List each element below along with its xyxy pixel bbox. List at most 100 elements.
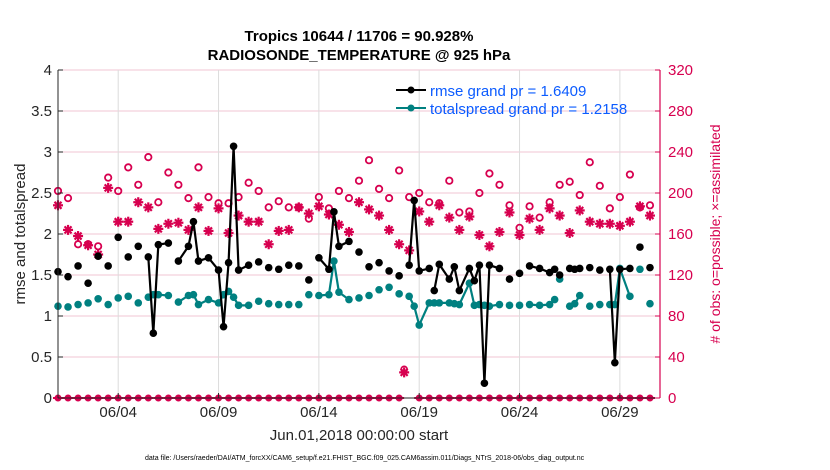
obs-assimilated-point xyxy=(514,230,525,241)
y-tick-label-left: 0 xyxy=(44,390,52,407)
rmse-point xyxy=(134,242,143,251)
obs-possible-point xyxy=(184,194,193,203)
totalspread-point xyxy=(295,300,303,309)
totalspread-point xyxy=(234,301,243,310)
rmse-point xyxy=(606,265,614,274)
obs-possible-point xyxy=(174,180,183,189)
obs-possible-point xyxy=(194,163,203,172)
x-tick-label: 06/29 xyxy=(601,404,639,421)
x-tick-label: 06/19 xyxy=(400,404,438,421)
obs-possible-point xyxy=(535,213,544,222)
totalspread-point xyxy=(264,299,273,308)
y-tick-label-right: 160 xyxy=(668,226,693,243)
rmse-point xyxy=(515,269,524,278)
rmse-point xyxy=(470,276,479,285)
obs-assimilated-point xyxy=(394,239,405,250)
legend-label-rmse: rmse grand pr = 1.6409 xyxy=(430,83,586,100)
rmse-point xyxy=(224,258,233,267)
rmse-point xyxy=(636,243,644,251)
obs-possible-point xyxy=(445,176,454,185)
obs-assimilated-point xyxy=(474,230,485,241)
obs-assimilated-point xyxy=(614,220,625,231)
y-tick-label-right: 40 xyxy=(668,349,685,366)
rmse-point xyxy=(415,267,424,275)
rmse-point xyxy=(616,265,624,274)
y-tick-label-right: 280 xyxy=(668,103,693,120)
totalspread-point xyxy=(229,293,238,301)
x-tick-label: 06/24 xyxy=(501,404,539,421)
y-tick-label-left: 1.5 xyxy=(31,267,52,284)
rmse-point xyxy=(495,264,504,273)
obs-assimilated-point xyxy=(263,239,274,250)
obs-possible-point xyxy=(104,173,113,182)
totalspread-point xyxy=(596,300,604,309)
totalspread-point xyxy=(415,321,424,329)
obs-possible-point xyxy=(605,204,614,213)
totalspread-point xyxy=(204,295,213,304)
totalspread-point xyxy=(335,288,343,297)
obs-possible-point xyxy=(274,197,283,206)
totalspread-point xyxy=(330,257,338,265)
rmse-point xyxy=(315,253,323,262)
y-tick-label-left: 1 xyxy=(44,308,52,325)
obs-assimilated-point xyxy=(584,216,595,227)
obs-assimilated-point xyxy=(374,210,385,221)
totalspread-point xyxy=(305,290,313,299)
y-tick-label-left: 0.5 xyxy=(31,349,52,366)
obs-assimilated-point xyxy=(273,225,284,236)
rmse-point xyxy=(114,233,122,242)
rmse-point xyxy=(219,322,228,331)
y-tick-label-left: 3.5 xyxy=(31,103,52,120)
rmse-line-segment xyxy=(147,241,169,334)
totalspread-point xyxy=(134,299,143,307)
rmse-line-segment xyxy=(408,200,430,273)
rmse-point xyxy=(445,275,454,283)
totalspread-point xyxy=(515,301,524,310)
obs-assimilated-point xyxy=(564,227,575,238)
obs-possible-point xyxy=(525,202,534,211)
obs-assimilated-point xyxy=(624,216,635,227)
obs-assimilated-point xyxy=(464,211,475,222)
rmse-point xyxy=(435,260,444,269)
rmse-point xyxy=(84,279,92,288)
y-tick-label-right: 320 xyxy=(668,62,693,79)
rmse-point xyxy=(254,258,263,266)
legend-label-totalspread: totalspread grand pr = 1.2158 xyxy=(430,101,627,118)
obs-assimilated-point xyxy=(103,182,114,193)
obs-assimilated-point xyxy=(524,213,535,224)
totalspread-point xyxy=(84,299,92,307)
axes: 00.511.522.533.5404080120160200240280320… xyxy=(31,62,693,421)
rmse-point xyxy=(480,379,489,388)
obs-possible-point xyxy=(244,178,253,187)
obs-assimilated-point xyxy=(343,226,354,237)
obs-possible-point xyxy=(314,193,323,202)
obs-possible-point xyxy=(94,242,103,251)
rmse-point xyxy=(244,261,253,269)
obs-assimilated-point xyxy=(223,227,234,238)
obs-assimilated-point xyxy=(444,212,455,223)
rmse-point xyxy=(229,142,238,151)
obs-assimilated-point xyxy=(384,224,395,235)
obs-assimilated-point xyxy=(484,241,495,252)
obs-possible-point xyxy=(344,194,354,203)
rmse-point xyxy=(74,262,82,270)
obs-assimilated-point xyxy=(173,217,184,228)
rmse-line-segment xyxy=(177,221,209,263)
totalspread-point xyxy=(244,301,253,310)
rmse-point xyxy=(646,263,654,272)
obs-possible-point xyxy=(73,240,83,249)
y-tick-label-left: 2.5 xyxy=(31,185,52,202)
totalspread-point xyxy=(274,300,283,309)
totalspread-point xyxy=(355,294,363,302)
obs-possible-point xyxy=(164,168,173,177)
rmse-point xyxy=(189,217,198,226)
totalspread-point xyxy=(525,300,534,309)
y-tick-label-left: 2 xyxy=(44,226,52,243)
rmse-point xyxy=(305,276,313,284)
obs-possible-point xyxy=(455,208,464,217)
rmse-point xyxy=(104,262,112,270)
rmse-point xyxy=(330,208,338,216)
obs-assimilated-point xyxy=(303,208,314,219)
obs-possible-point xyxy=(154,198,163,207)
obs-possible-point xyxy=(595,181,604,190)
